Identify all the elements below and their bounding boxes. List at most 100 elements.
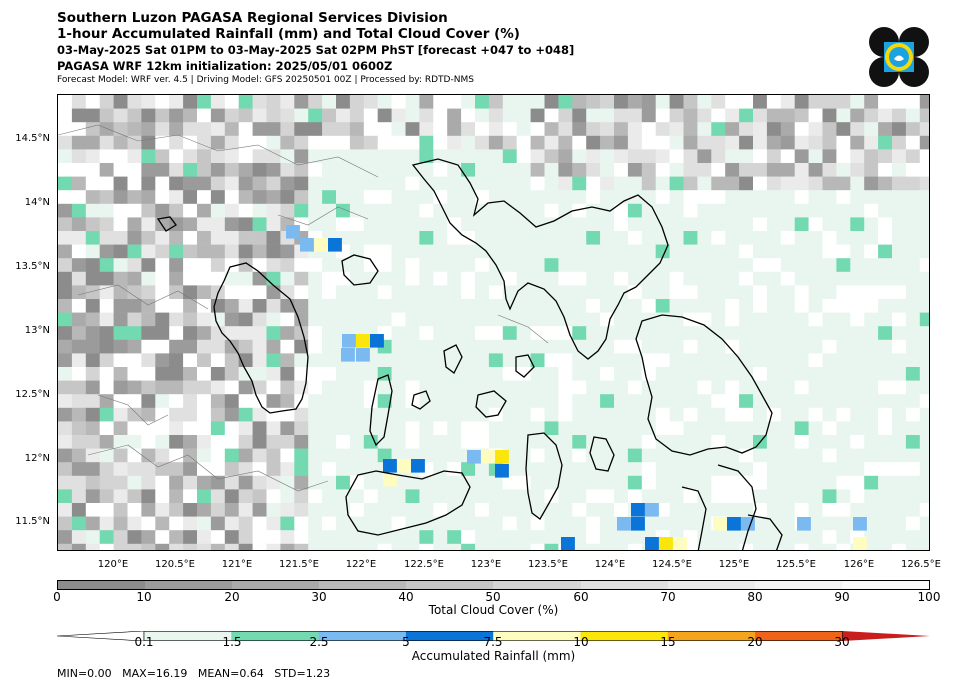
grid-cell [197,394,212,409]
grid-cell [892,380,907,395]
grid-cell [169,326,184,341]
grid-cell [461,516,476,531]
grid-cell [405,95,420,109]
grid-cell [711,462,726,477]
grid-cell [892,231,907,245]
grid-cell [322,448,337,463]
grid-cell [58,503,73,517]
grid-cell [878,489,893,504]
grid-cell [530,543,545,550]
grid-cell [600,339,615,354]
grid-cell [280,380,295,395]
grid-cell [697,353,712,368]
grid-cell [224,448,239,463]
grid-cell [822,543,837,550]
grid-cell [155,448,170,463]
grid-cell [377,435,392,449]
grid-cell [711,435,726,449]
grid-cell [488,312,504,327]
grid-cell [127,244,142,259]
grid-cell [349,367,365,381]
grid-cell [224,326,239,341]
grid-cell [530,516,545,531]
grid-cell [572,231,587,245]
grid-cell [71,271,87,286]
grid-cell [836,163,851,177]
grid-cell [58,190,73,205]
grid-cell [252,380,267,395]
grid-cell [210,244,226,259]
grid-cell [614,407,629,422]
grid-cell [238,462,253,477]
grid-cell [266,149,281,164]
grid-cell [322,135,337,150]
bohol-north-coastline [747,514,783,550]
grid-cell [391,217,406,232]
grid-cell [614,489,629,504]
grid-cell [183,394,198,409]
grid-cell [766,326,782,341]
grid-cell [905,394,921,409]
grid-cell [224,203,239,218]
grid-cell [238,285,253,300]
grid-cell [864,353,879,368]
grid-cell [558,503,573,517]
grid-cell [210,448,226,463]
grid-cell [739,163,754,177]
grid-cell [655,475,670,490]
grid-cell [71,380,87,395]
grid-cell [308,380,323,395]
grid-cell [544,367,559,381]
grid-cell [419,122,434,137]
rain-cell [300,238,314,252]
grid-cell [766,231,782,245]
grid-cell [711,407,726,422]
grid-cell [739,326,754,341]
grid-cell [99,339,114,354]
grid-cell [447,530,462,545]
grid-cell [475,231,490,245]
grid-cell [210,489,226,504]
grid-cell [85,530,100,545]
grid-cell [544,122,559,137]
grid-cell [919,244,929,259]
grid-cell [336,394,351,409]
grid-cell [711,312,726,327]
grid-cell [141,285,156,300]
grid-cell [85,217,100,232]
grid-cell [572,244,587,259]
grid-cell [614,203,629,218]
grid-cell [850,394,865,409]
grid-cell [113,95,128,109]
grid-cell [475,135,490,150]
grid-cell [711,271,726,286]
grid-cell [725,258,740,273]
grid-cell [725,135,740,150]
grid-cell [141,326,156,341]
grid-cell [780,516,795,531]
grid-cell [530,122,545,137]
grid-cell [794,475,809,490]
colorbar-label: 100 [917,590,941,604]
grid-cell [266,421,281,436]
grid-cell [794,176,809,191]
grid-cell [905,122,921,137]
grid-cell [113,312,128,327]
grid-cell [780,95,795,109]
grid-cell [475,530,490,545]
lon-label: 121.5°E [279,559,319,570]
grid-cell [544,448,559,463]
grid-cell [169,462,184,477]
grid-cell [794,339,809,354]
grid-cell [266,95,281,109]
grid-cell [627,367,643,381]
ticao-coastline [515,354,535,378]
grid-cell [377,149,392,164]
grid-cell [739,122,754,137]
grid-cell [725,339,740,354]
grid-cell [210,543,226,550]
grid-cell [169,421,184,436]
grid-cell [544,258,559,273]
grid-cell [197,244,212,259]
grid-cell [530,231,545,245]
